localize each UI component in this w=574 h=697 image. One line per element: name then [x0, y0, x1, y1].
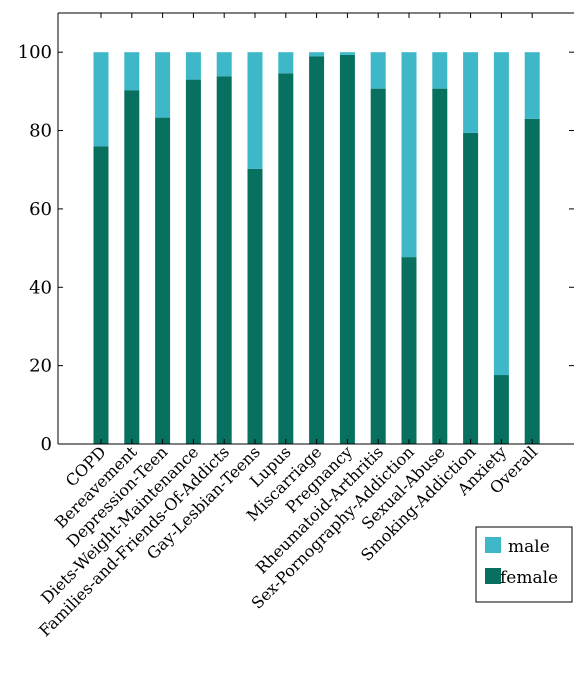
- y-tick-label-0: 0: [41, 434, 52, 455]
- legend: male female: [475, 526, 573, 603]
- bar-female-4: [216, 76, 232, 444]
- bar-male-7: [309, 52, 325, 57]
- bar-female-8: [339, 54, 355, 444]
- legend-label-female: female: [500, 568, 558, 588]
- y-tick-label-20: 20: [29, 356, 52, 377]
- bars-layer: [93, 52, 540, 445]
- bar-male-6: [278, 52, 294, 74]
- y-ticks-layer: 0 20 40 60 80 100: [18, 42, 574, 455]
- bar-female-5: [247, 168, 263, 444]
- y-tick-label-80: 80: [29, 121, 52, 142]
- legend-label-male: male: [508, 537, 550, 557]
- bar-female-3: [185, 79, 201, 444]
- bar-male-13: [493, 52, 509, 376]
- y-tick-label-60: 60: [29, 199, 52, 220]
- bar-female-7: [309, 56, 325, 444]
- bar-male-3: [185, 52, 201, 80]
- bar-male-11: [432, 52, 448, 89]
- legend-swatch-female: [485, 568, 501, 584]
- bar-female-9: [370, 88, 386, 444]
- axes-layer: [57, 12, 574, 445]
- bar-male-0: [93, 52, 109, 147]
- bar-male-4: [216, 52, 232, 77]
- bar-male-1: [124, 52, 140, 91]
- legend-swatch-male: [485, 537, 501, 553]
- bar-male-9: [370, 52, 386, 89]
- bar-male-14: [524, 52, 540, 119]
- bar-female-11: [432, 88, 448, 444]
- bar-female-14: [524, 118, 540, 445]
- bar-female-2: [155, 117, 171, 445]
- bar-female-13: [493, 375, 509, 444]
- bar-male-10: [401, 52, 417, 258]
- bar-male-8: [339, 52, 355, 55]
- bar-female-12: [463, 132, 479, 444]
- y-tick-label-100: 100: [18, 42, 52, 63]
- bar-male-12: [463, 52, 479, 133]
- bar-male-5: [247, 52, 263, 169]
- bar-female-1: [124, 90, 140, 445]
- bar-female-6: [278, 73, 294, 444]
- bar-female-0: [93, 146, 109, 444]
- bar-female-10: [401, 257, 417, 444]
- y-tick-label-40: 40: [29, 277, 52, 298]
- bar-male-2: [155, 52, 171, 118]
